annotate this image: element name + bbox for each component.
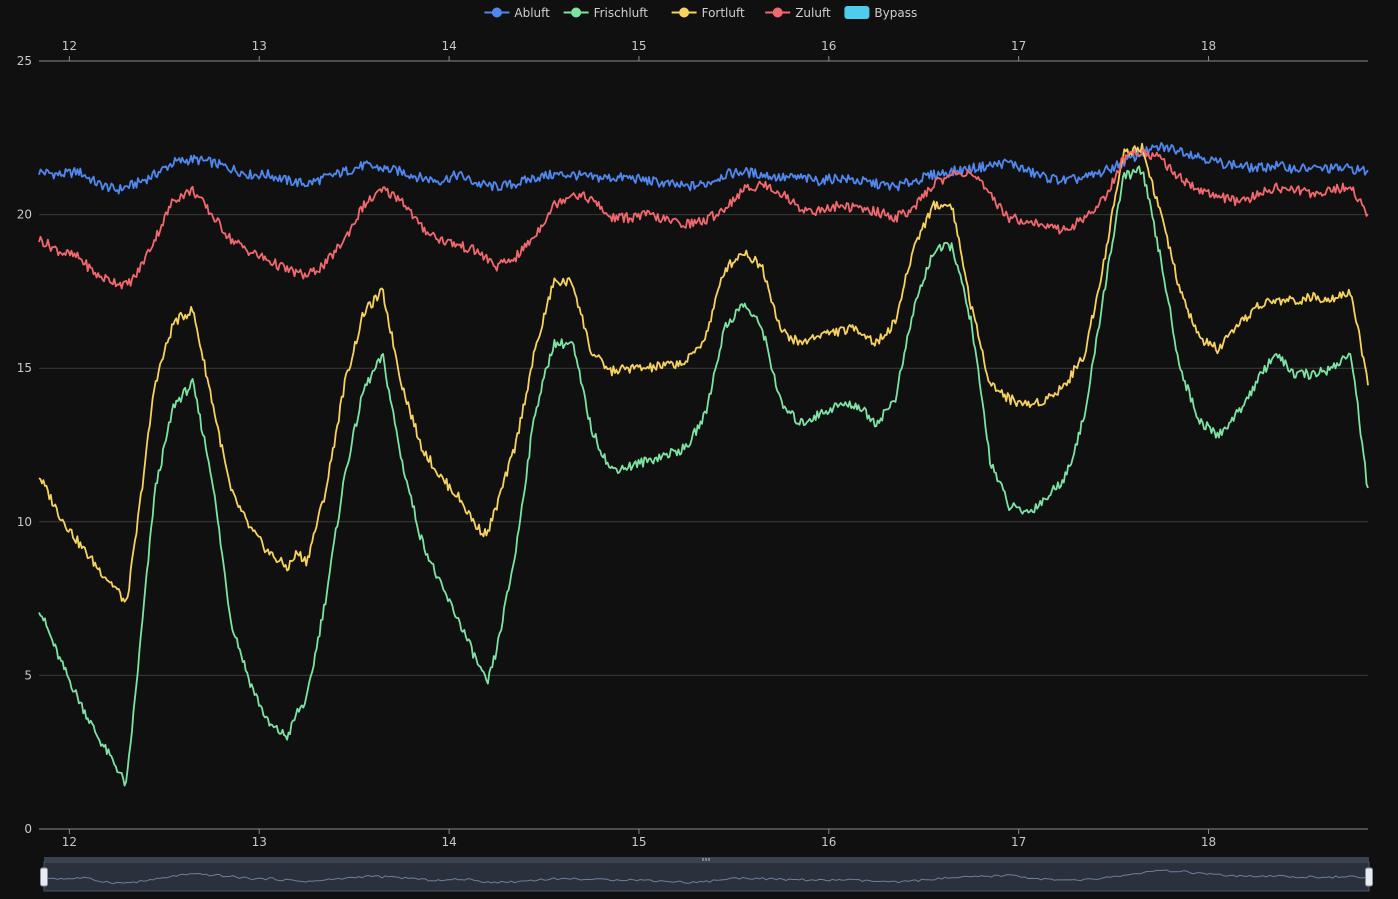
y-tick-label: 15 [17,361,32,375]
series-line-zuluft [38,147,1369,290]
legend-label: Frischluft [594,6,649,20]
x-tick-label-top: 13 [252,39,267,53]
legend-item-abluft[interactable]: Abluft [484,6,550,20]
legend-marker [679,7,690,18]
y-tick-label: 25 [17,54,32,68]
legend-label: Abluft [514,6,550,20]
x-tick-label-bottom: 17 [1011,835,1026,849]
x-tick-label-bottom: 16 [821,835,836,849]
zoom-track[interactable] [43,861,1370,892]
series-line-fortluft [38,142,1369,603]
data-zoom-slider[interactable] [40,857,1373,892]
y-tick-label: 10 [17,515,32,529]
series-line-abluft [38,141,1369,195]
x-tick-label-bottom: 14 [441,835,456,849]
y-tick-label: 20 [17,208,32,222]
x-tick-label-top: 16 [821,39,836,53]
legend-label: Fortluft [702,6,745,20]
legend-item-bypass[interactable]: Bypass [844,6,917,20]
x-tick-label-top: 15 [631,39,646,53]
zoom-preview-line [43,869,1370,885]
zoom-handle-left[interactable] [40,867,48,887]
legend-item-fortluft[interactable]: Fortluft [671,6,745,20]
axes: 0 5 10 15 20 25 12 12 13 13 14 14 15 15 16 16 17 17 18 18 [17,39,1368,849]
x-tick-label-top: 17 [1011,39,1026,53]
x-tick-label-bottom: 15 [631,835,646,849]
x-tick-label-top: 18 [1201,39,1216,53]
legend-marker [772,7,783,18]
legend-swatch [844,6,870,19]
x-tick-label-top: 12 [62,39,77,53]
x-tick-label-bottom: 13 [252,835,267,849]
y-tick-label: 0 [24,822,32,836]
x-tick-label-bottom: 12 [62,835,77,849]
zoom-move-handle-icon[interactable] [702,858,710,861]
series-lines [38,141,1369,787]
legend-item-zuluft[interactable]: Zuluft [765,6,831,20]
y-tick-label: 5 [24,668,32,682]
legend-marker [571,7,582,18]
legend-label: Bypass [874,6,917,20]
legend-label: Zuluft [795,6,831,20]
legend-item-frischluft[interactable]: Frischluft [563,6,649,20]
x-tick-label-top: 14 [441,39,456,53]
legend-marker [491,7,502,18]
grid-lines [39,214,1368,676]
series-line-frischluft [38,165,1369,787]
x-tick-label-bottom: 18 [1201,835,1216,849]
zoom-handle-right[interactable] [1365,867,1373,887]
legend[interactable]: Abluft Frischluft Fortluft Zuluft Bypass [484,6,917,20]
